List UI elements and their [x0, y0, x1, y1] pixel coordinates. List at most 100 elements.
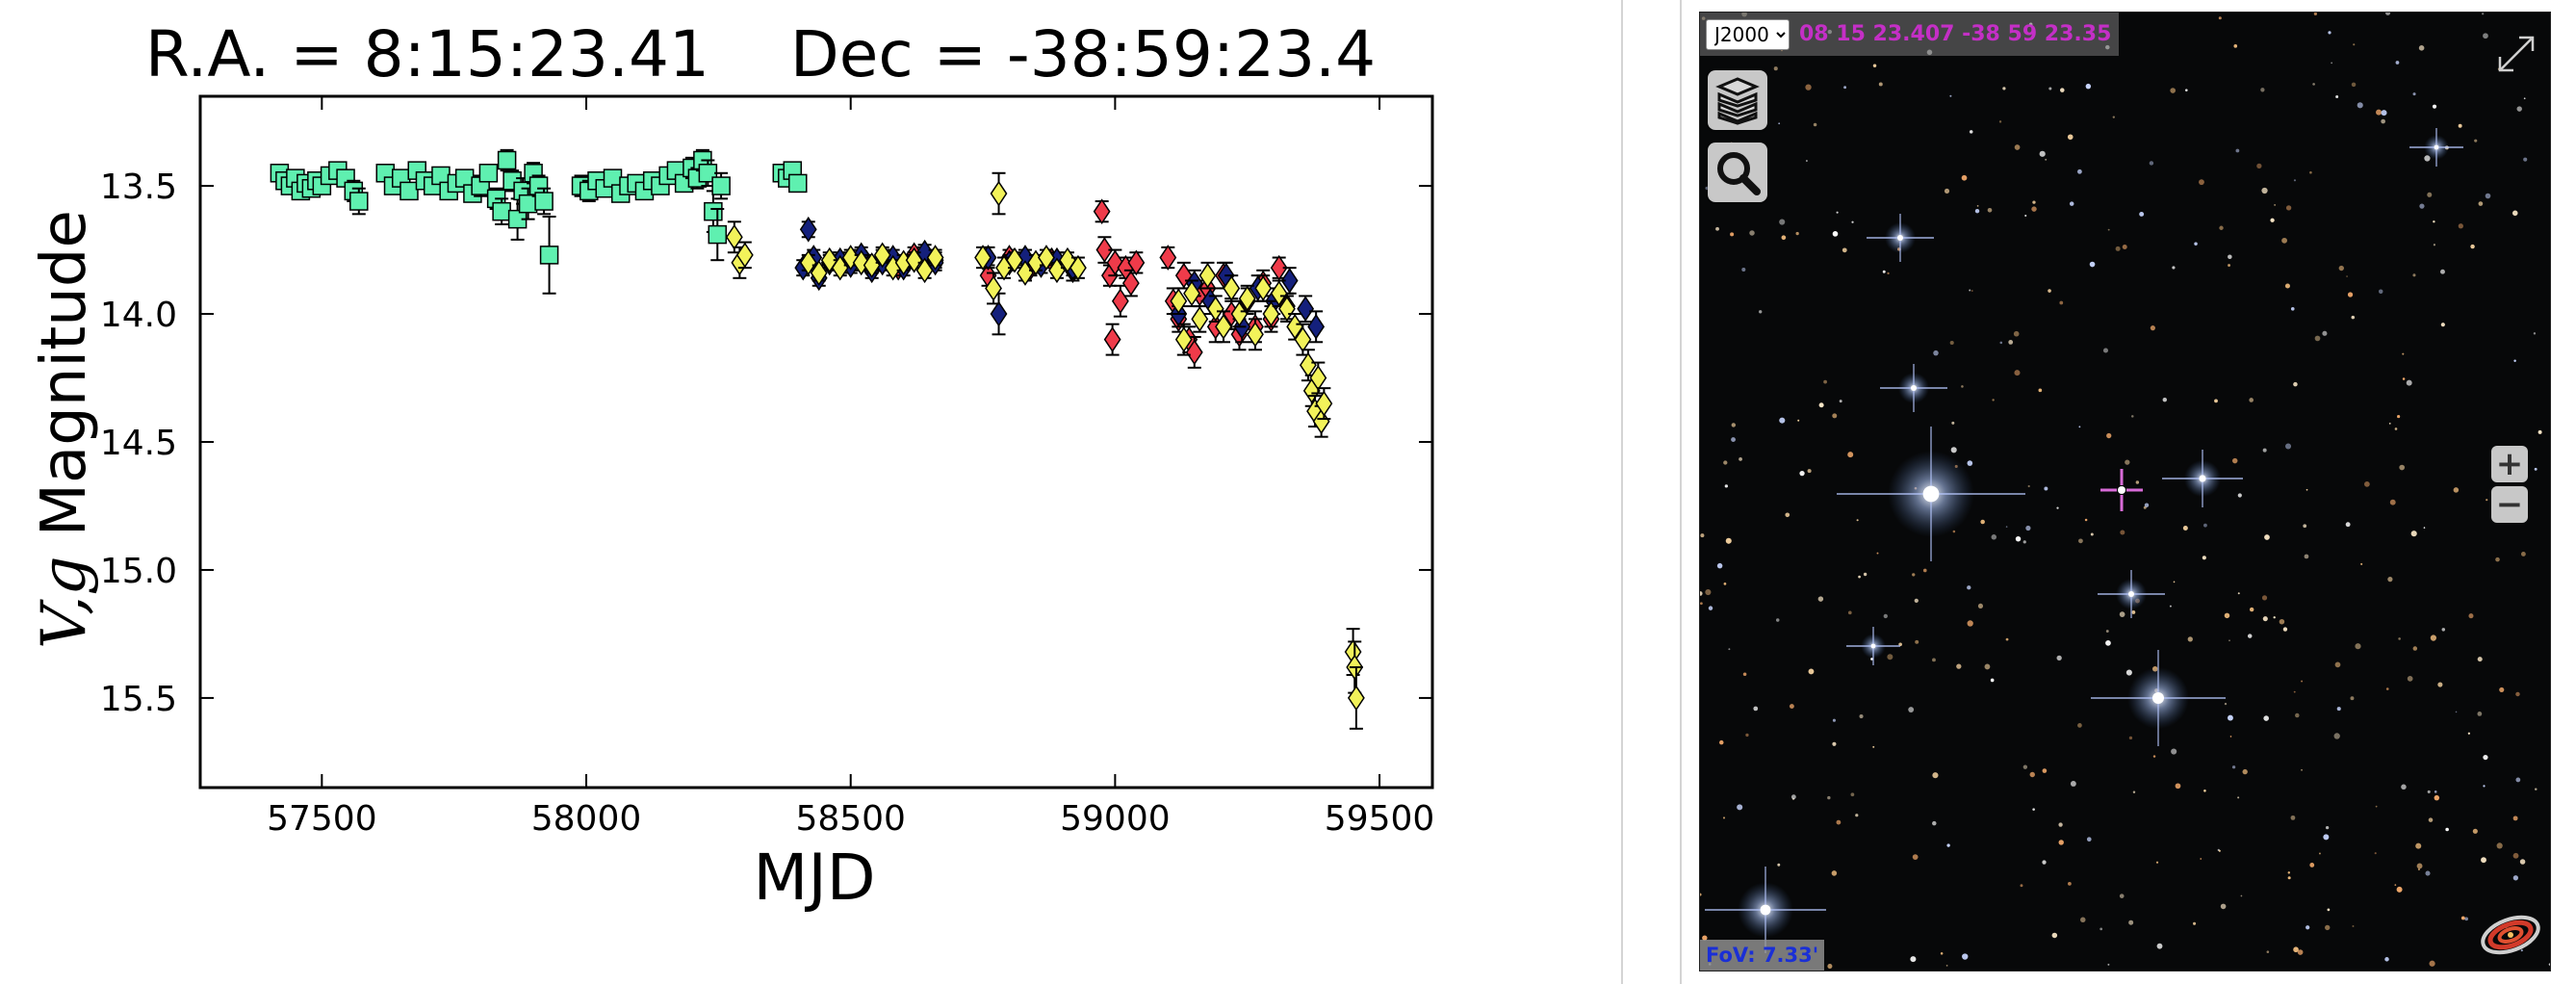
background-star	[2460, 916, 2465, 920]
layers-icon	[1715, 77, 1760, 125]
background-star	[2353, 43, 2356, 46]
background-star	[2086, 837, 2092, 842]
marker-diamond	[990, 300, 1008, 327]
background-star	[2357, 102, 2363, 109]
fullscreen-button[interactable]	[2494, 32, 2538, 80]
background-star	[2119, 893, 2125, 898]
background-star	[2170, 88, 2177, 93]
background-star	[2381, 118, 2385, 124]
background-star	[1742, 672, 1747, 677]
background-star	[2464, 917, 2468, 921]
background-star	[1984, 663, 1991, 670]
background-star	[2347, 292, 2354, 298]
data-point	[1127, 249, 1146, 276]
marker-square	[349, 192, 369, 211]
data-point	[905, 246, 923, 273]
marker-square	[711, 176, 731, 195]
background-star	[2125, 669, 2132, 676]
background-star	[1836, 211, 1839, 214]
background-star	[2350, 696, 2355, 701]
marker-diamond	[1017, 260, 1034, 286]
background-star	[2434, 790, 2437, 793]
zoom-in-button[interactable]: +	[2491, 446, 2528, 482]
background-star	[2106, 432, 2112, 439]
light-curve-chart: 57500 58000 58500 59000 59500 13.5 14.0 14.5 15.…	[29, 17, 1434, 915]
background-star	[2080, 917, 2086, 923]
marker-diamond	[926, 245, 944, 271]
background-star	[2059, 300, 2064, 305]
background-star	[2398, 637, 2401, 640]
background-star	[1723, 460, 1728, 465]
background-star	[1887, 272, 1890, 274]
background-star	[1817, 596, 1824, 602]
background-star	[2477, 712, 2483, 716]
background-star	[1730, 232, 1735, 237]
marker-diamond	[799, 216, 817, 243]
background-star	[2515, 777, 2521, 783]
background-star	[2485, 193, 2491, 199]
background-star	[1908, 707, 1915, 712]
background-star	[2297, 949, 2304, 955]
background-star	[2351, 315, 2356, 320]
background-star	[2273, 616, 2276, 619]
layers-button[interactable]	[1708, 70, 1767, 130]
marker-diamond	[1048, 257, 1066, 284]
background-star	[2031, 206, 2037, 212]
target-star	[2118, 486, 2125, 494]
background-star	[1832, 718, 1836, 722]
background-star	[2060, 88, 2065, 92]
background-star	[2440, 269, 2445, 274]
marker-square	[708, 224, 728, 245]
background-star	[1999, 341, 2003, 345]
marker-diamond	[1183, 280, 1200, 307]
data-point	[799, 216, 817, 243]
background-star	[1876, 552, 1879, 555]
background-star	[1705, 588, 1712, 596]
data-point	[1006, 246, 1023, 273]
data-point	[820, 246, 838, 273]
background-star	[1831, 870, 1838, 876]
background-star	[1950, 447, 1957, 453]
marker-diamond	[990, 180, 1008, 207]
marker-square	[534, 192, 554, 211]
background-star	[2029, 771, 2035, 778]
data-point	[1183, 279, 1200, 308]
search-button[interactable]	[1708, 142, 1767, 202]
sky-image-viewer[interactable]: J2000 08 15 23.407 -38 59 23.35	[1699, 12, 2551, 971]
background-star	[1700, 591, 1703, 596]
aladin-logo[interactable]	[2477, 909, 2544, 965]
background-star	[2375, 805, 2378, 808]
data-point	[1174, 323, 1193, 356]
background-star	[1836, 819, 1842, 825]
coordinate-frame-select[interactable]: J2000	[1706, 18, 1790, 50]
background-star	[2406, 379, 2412, 386]
background-star	[2262, 616, 2268, 622]
background-star	[2169, 605, 2172, 608]
background-star	[2042, 768, 2048, 773]
background-star	[2256, 163, 2262, 169]
background-star	[2184, 89, 2188, 91]
data-point	[1247, 318, 1264, 351]
background-star	[2231, 457, 2238, 464]
background-star	[2293, 946, 2299, 953]
background-star	[2458, 223, 2463, 229]
background-star	[2388, 423, 2391, 425]
background-star	[1872, 745, 1875, 748]
background-star	[2441, 628, 2446, 632]
data-point	[926, 245, 944, 271]
background-star	[1915, 639, 1919, 644]
data-point	[711, 171, 731, 200]
sky-image[interactable]	[1700, 13, 2550, 971]
background-star	[2512, 210, 2518, 217]
background-star	[1785, 512, 1790, 518]
background-star	[2523, 97, 2526, 100]
background-star	[2512, 875, 2519, 881]
background-star	[1807, 469, 1812, 474]
background-star	[1839, 400, 1842, 403]
background-star	[2078, 538, 2083, 544]
zoom-out-button[interactable]: −	[2491, 486, 2528, 523]
background-star	[2203, 523, 2207, 528]
background-star	[2534, 467, 2537, 471]
background-star	[2099, 927, 2103, 931]
background-star	[1859, 714, 1864, 719]
